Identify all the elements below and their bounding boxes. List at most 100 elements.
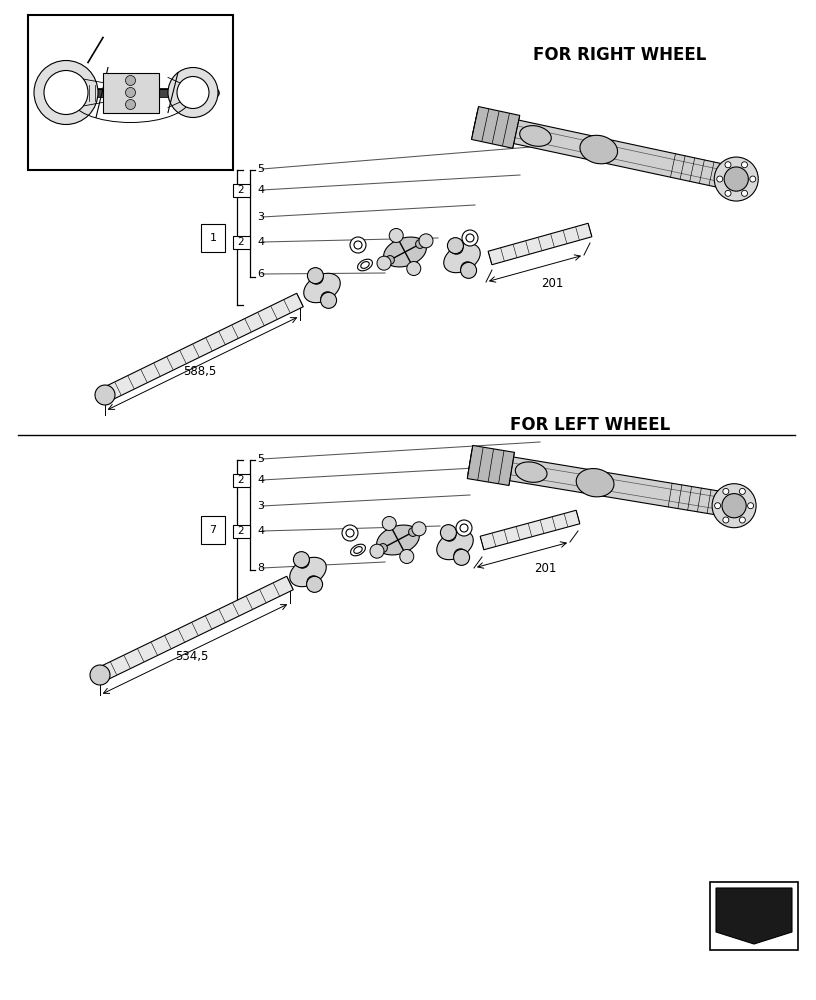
Text: 201: 201 <box>541 277 563 290</box>
Ellipse shape <box>357 259 372 271</box>
Text: 5: 5 <box>257 164 264 174</box>
Circle shape <box>342 525 358 541</box>
Bar <box>28 15 233 170</box>
Circle shape <box>310 271 323 284</box>
Circle shape <box>723 517 729 523</box>
Text: 5: 5 <box>257 454 264 464</box>
Circle shape <box>386 256 394 264</box>
Bar <box>233 524 250 538</box>
Bar <box>233 235 250 248</box>
Circle shape <box>354 241 362 249</box>
Circle shape <box>722 494 746 518</box>
Circle shape <box>742 162 747 168</box>
Text: 2: 2 <box>237 237 244 247</box>
Bar <box>201 224 225 252</box>
Circle shape <box>44 70 88 114</box>
Text: 4: 4 <box>257 526 264 536</box>
Circle shape <box>294 552 309 568</box>
Circle shape <box>739 488 745 494</box>
Text: 3: 3 <box>257 212 264 222</box>
Circle shape <box>95 385 115 405</box>
Circle shape <box>456 520 472 536</box>
Circle shape <box>321 292 336 308</box>
Circle shape <box>126 76 135 86</box>
Circle shape <box>382 516 397 530</box>
Text: 3: 3 <box>257 501 264 511</box>
Circle shape <box>725 190 731 196</box>
Text: 6: 6 <box>257 269 264 279</box>
Circle shape <box>177 77 209 108</box>
Text: 4: 4 <box>257 237 264 247</box>
Text: FOR LEFT WHEEL: FOR LEFT WHEEL <box>510 416 670 434</box>
Circle shape <box>724 167 748 191</box>
Circle shape <box>723 488 729 494</box>
Ellipse shape <box>444 243 481 273</box>
Circle shape <box>419 234 433 248</box>
Bar <box>201 516 225 544</box>
Circle shape <box>407 262 421 276</box>
Polygon shape <box>716 888 792 944</box>
Ellipse shape <box>290 557 326 587</box>
Circle shape <box>307 576 320 589</box>
Text: 1: 1 <box>210 233 216 243</box>
Text: FOR RIGHT WHEEL: FOR RIGHT WHEEL <box>534 46 707 64</box>
Circle shape <box>460 262 477 278</box>
Circle shape <box>90 665 110 685</box>
Text: 8: 8 <box>257 563 264 573</box>
Circle shape <box>712 484 756 528</box>
Text: 534,5: 534,5 <box>175 650 209 663</box>
Text: 2: 2 <box>237 185 244 195</box>
Circle shape <box>321 292 334 305</box>
Circle shape <box>725 162 731 168</box>
Ellipse shape <box>361 262 369 268</box>
Circle shape <box>450 241 463 254</box>
Ellipse shape <box>520 126 552 146</box>
Circle shape <box>370 544 384 558</box>
Circle shape <box>401 551 410 559</box>
Circle shape <box>415 240 424 248</box>
Circle shape <box>307 576 322 592</box>
Circle shape <box>460 524 468 532</box>
Ellipse shape <box>304 273 340 303</box>
Polygon shape <box>472 111 752 194</box>
Circle shape <box>747 503 754 509</box>
Circle shape <box>377 256 391 270</box>
Bar <box>233 474 250 487</box>
Ellipse shape <box>384 237 427 267</box>
Text: 2: 2 <box>237 526 244 536</box>
Circle shape <box>350 237 366 253</box>
Polygon shape <box>97 576 293 682</box>
Circle shape <box>296 555 309 568</box>
Circle shape <box>466 234 474 242</box>
Circle shape <box>409 263 417 271</box>
Circle shape <box>126 88 135 98</box>
Circle shape <box>392 233 401 241</box>
Polygon shape <box>472 107 520 148</box>
Polygon shape <box>102 293 304 402</box>
Circle shape <box>389 228 403 242</box>
Circle shape <box>714 157 758 201</box>
Ellipse shape <box>377 525 419 555</box>
Ellipse shape <box>351 544 366 556</box>
Ellipse shape <box>576 469 614 497</box>
Ellipse shape <box>437 530 473 560</box>
Circle shape <box>346 529 354 537</box>
Circle shape <box>462 230 478 246</box>
Circle shape <box>443 528 456 541</box>
Text: 588,5: 588,5 <box>184 365 216 378</box>
Circle shape <box>400 550 414 564</box>
Circle shape <box>441 525 456 541</box>
Circle shape <box>308 268 323 284</box>
Ellipse shape <box>515 462 547 482</box>
Circle shape <box>739 517 745 523</box>
Polygon shape <box>488 223 592 265</box>
Bar <box>710 882 798 950</box>
Polygon shape <box>468 450 750 520</box>
Polygon shape <box>480 510 580 550</box>
Circle shape <box>412 522 426 536</box>
Circle shape <box>379 544 388 552</box>
Text: 2: 2 <box>237 475 244 485</box>
Circle shape <box>409 528 418 536</box>
Polygon shape <box>468 445 514 485</box>
Circle shape <box>715 503 721 509</box>
